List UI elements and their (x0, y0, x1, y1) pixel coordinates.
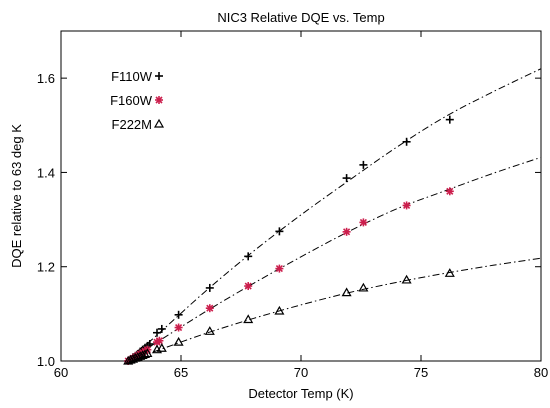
fit-line-f110w (126, 68, 541, 361)
ast-d2 (446, 187, 454, 195)
point-f160w (342, 227, 351, 236)
point-f160w (155, 336, 164, 345)
y-axis-label: DQE relative to 63 deg K (9, 124, 24, 268)
point-f110w (205, 283, 214, 292)
legend-marker-f222m (153, 118, 165, 128)
point-f160w (402, 201, 411, 210)
point-f110w (153, 328, 161, 337)
legend-marker-f160w (155, 96, 163, 104)
point-f110w (174, 310, 183, 319)
point-f222m (204, 326, 215, 335)
point-f222m (444, 268, 455, 277)
ast-d2 (343, 228, 351, 236)
ast-d2 (275, 265, 283, 273)
chart-title: NIC3 Relative DQE vs. Temp (217, 10, 384, 25)
legend-marker-f110w (155, 72, 163, 80)
fit-lines (125, 68, 541, 361)
point-f222m (274, 305, 285, 315)
point-f160w (244, 282, 253, 291)
point-f222m (156, 343, 167, 352)
ast-d2 (175, 323, 183, 332)
point-f160w (359, 218, 368, 227)
point-f110w (157, 324, 166, 333)
x-tick-label: 70 (294, 365, 308, 380)
x-tick-label: 75 (414, 365, 428, 380)
legend-label-f110w: F110W (111, 69, 153, 84)
point-f160w (445, 187, 454, 196)
ast-d2 (359, 218, 367, 226)
y-axis: 1.0 1.2 1.4 1.6 (37, 71, 541, 369)
x-axis: 60 65 70 75 80 (54, 31, 548, 380)
point-f110w (402, 137, 411, 146)
fit-line-f160w (126, 156, 541, 361)
ast-d2 (155, 337, 163, 345)
y-tick-label: 1.6 (37, 71, 55, 86)
x-axis-label: Detector Temp (K) (248, 386, 353, 401)
point-f222m (139, 349, 151, 358)
legend-label-f160w: F160W (110, 93, 153, 108)
x-tick-label: 80 (534, 365, 548, 380)
point-f222m (401, 274, 412, 284)
fit-line-f222m (125, 257, 541, 361)
point-f222m (243, 314, 254, 324)
y-tick-label: 1.2 (37, 260, 55, 275)
ast-d2 (206, 304, 214, 312)
point-f110w (275, 227, 284, 236)
x-tick-label: 60 (54, 365, 68, 380)
point-f110w (244, 252, 253, 261)
point-f222m (142, 348, 153, 358)
point-f160w (174, 323, 183, 332)
legend-label-f222m: F222M (112, 117, 152, 132)
y-tick-label: 1.4 (37, 165, 55, 180)
ast-d2 (403, 201, 411, 209)
point-f110w (445, 115, 454, 124)
point-f222m (358, 282, 369, 292)
point-f110w (342, 174, 351, 183)
point-f222m (173, 336, 184, 346)
point-f222m (341, 287, 352, 297)
x-tick-label: 65 (174, 365, 188, 380)
point-f110w (359, 160, 368, 169)
point-f160w (275, 264, 284, 273)
y-tick-label: 1.0 (37, 354, 55, 369)
ast-d2 (244, 282, 252, 290)
data-markers (123, 115, 455, 365)
point-f160w (205, 304, 214, 313)
legend: F110W F160W F222M (110, 69, 165, 132)
ast-d2 (155, 96, 163, 104)
